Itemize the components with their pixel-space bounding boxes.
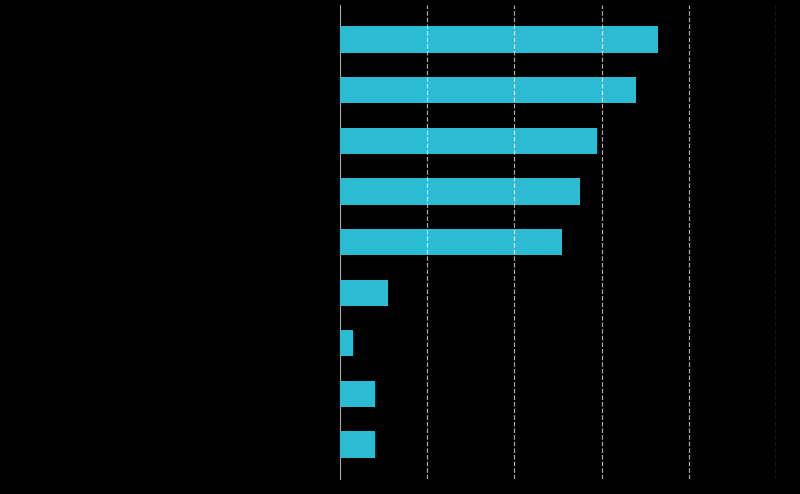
- Bar: [340, 280, 388, 306]
- Bar: [340, 178, 580, 205]
- Bar: [340, 77, 637, 103]
- Bar: [340, 431, 375, 457]
- Bar: [340, 128, 598, 154]
- Bar: [340, 381, 375, 407]
- Bar: [340, 229, 562, 255]
- Bar: [340, 330, 353, 356]
- Bar: [340, 27, 658, 53]
